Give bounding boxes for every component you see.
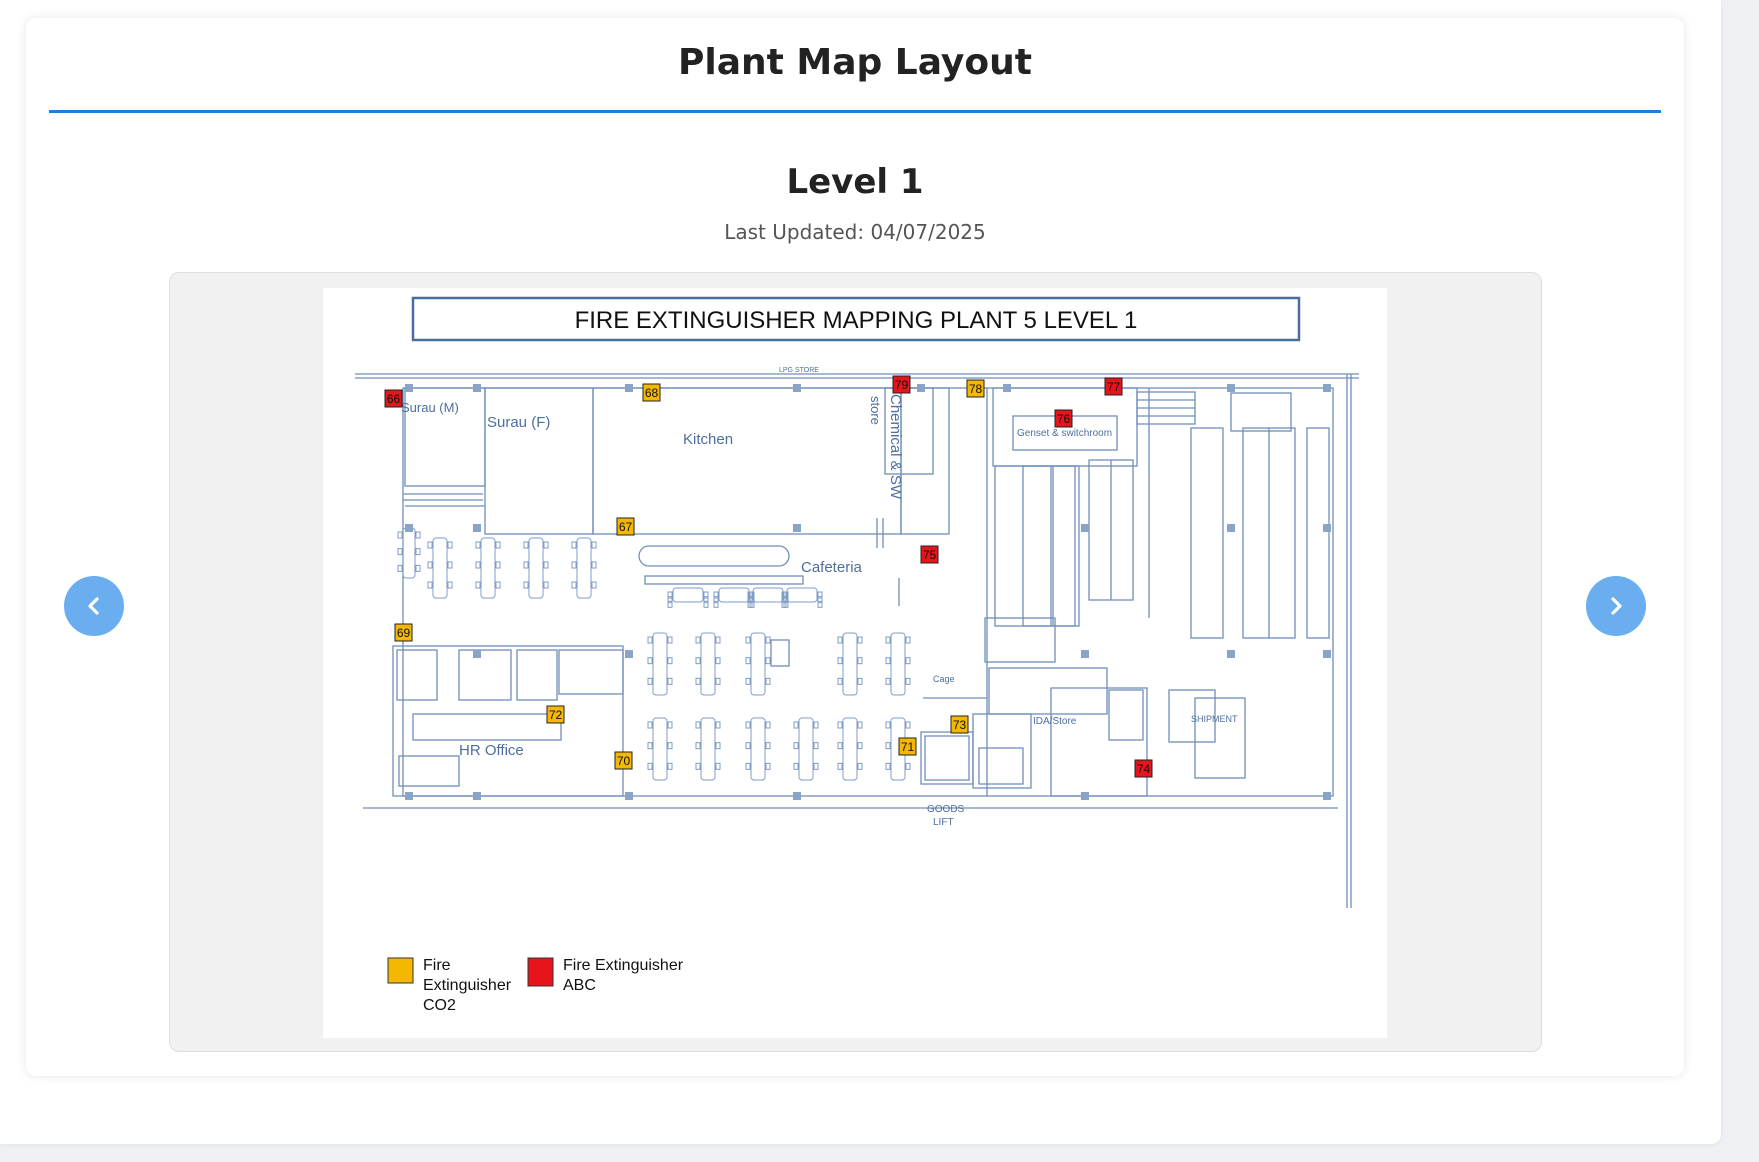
svg-text:77: 77 [1107, 380, 1121, 394]
room-label-cafeteria: Cafeteria [801, 559, 863, 576]
extinguisher-marker-70: 70 [614, 751, 633, 770]
chevron-left-icon [88, 597, 99, 615]
structural-columns [405, 384, 1331, 800]
svg-text:66: 66 [387, 392, 401, 406]
room-label-kitchen: Kitchen [683, 431, 733, 448]
svg-text:79: 79 [895, 378, 909, 392]
extinguisher-marker-75: 75 [920, 545, 939, 564]
room-label-lift: LIFT [933, 817, 954, 828]
extinguisher-marker-69: 69 [394, 623, 413, 642]
svg-text:78: 78 [969, 382, 983, 396]
last-updated: Last Updated: 04/07/2025 [724, 220, 986, 244]
extinguisher-marker-78: 78 [966, 379, 985, 398]
room-label-chemical: Chemical & SW [887, 394, 904, 500]
extinguisher-marker-67: 67 [616, 517, 635, 536]
legend-co2-line1: Fire [423, 957, 451, 974]
room-labels: Surau (M) Surau (F) Kitchen store Chemic… [401, 367, 1238, 828]
floor-plan-image: FIRE EXTINGUISHER MAPPING PLANT 5 LEVEL … [323, 288, 1387, 1038]
extinguisher-marker-71: 71 [898, 737, 917, 756]
extinguisher-marker-74: 74 [1134, 759, 1153, 778]
legend-abc-swatch [527, 957, 554, 987]
extinguisher-marker-76: 76 [1054, 409, 1073, 428]
room-label-cage: Cage [933, 674, 955, 684]
plan-heading-box [411, 296, 1301, 342]
page-title: Plant Map Layout [678, 42, 1032, 83]
svg-text:69: 69 [397, 626, 411, 640]
svg-text:70: 70 [617, 754, 631, 768]
svg-text:72: 72 [549, 708, 563, 722]
plan-heading: FIRE EXTINGUISHER MAPPING PLANT 5 LEVEL … [575, 307, 1138, 334]
extinguisher-marker-66: 66 [384, 389, 403, 408]
level-title: Level 1 [786, 162, 924, 202]
legend-abc-line2: ABC [563, 977, 596, 994]
svg-text:68: 68 [645, 386, 659, 400]
page-container: Plant Map Layout Level 1 Last Updated: 0… [0, 0, 1721, 1144]
extinguisher-marker-68: 68 [642, 383, 661, 402]
extinguisher-marker-77: 77 [1104, 377, 1123, 396]
next-map-button[interactable] [1586, 576, 1646, 636]
extinguisher-marker-73: 73 [950, 715, 969, 734]
svg-text:73: 73 [953, 718, 967, 732]
title-divider [49, 110, 1661, 113]
svg-text:75: 75 [923, 548, 937, 562]
room-label-lpg-store: LPG STORE [779, 367, 819, 374]
svg-text:76: 76 [1057, 412, 1071, 426]
extinguisher-marker-72: 72 [546, 705, 565, 724]
plan-walls [355, 373, 1359, 908]
legend-co2-swatch [387, 957, 414, 984]
extinguisher-markers: 66 67 68 69 70 71 72 73 74 75 76 77 78 79 [384, 375, 1153, 778]
room-label-surau-f: Surau (F) [487, 414, 550, 431]
dining-tables [397, 527, 911, 781]
chevron-right-icon [1611, 597, 1622, 615]
legend-co2-line2: Extinguisher [423, 977, 512, 994]
room-label-ida-store: IDA/Store [1033, 716, 1077, 727]
prev-map-button[interactable] [64, 576, 124, 636]
extinguisher-marker-79: 79 [892, 375, 911, 394]
legend-co2-line3: CO2 [423, 997, 456, 1014]
room-label-surau-m: Surau (M) [401, 400, 459, 415]
svg-text:74: 74 [1137, 762, 1151, 776]
room-label-genset: Genset & switchroom [1017, 428, 1112, 439]
room-label-goods: GOODS [927, 804, 965, 815]
legend-abc-line1: Fire Extinguisher [563, 957, 684, 974]
svg-text:71: 71 [901, 740, 915, 754]
room-label-hr-office: HR Office [459, 742, 524, 759]
floor-plan-drawing: FIRE EXTINGUISHER MAPPING PLANT 5 LEVEL … [355, 296, 1359, 1014]
svg-text:67: 67 [619, 520, 633, 534]
room-label-store: store [868, 396, 883, 425]
room-label-shipment: SHIPMENT [1191, 714, 1238, 724]
